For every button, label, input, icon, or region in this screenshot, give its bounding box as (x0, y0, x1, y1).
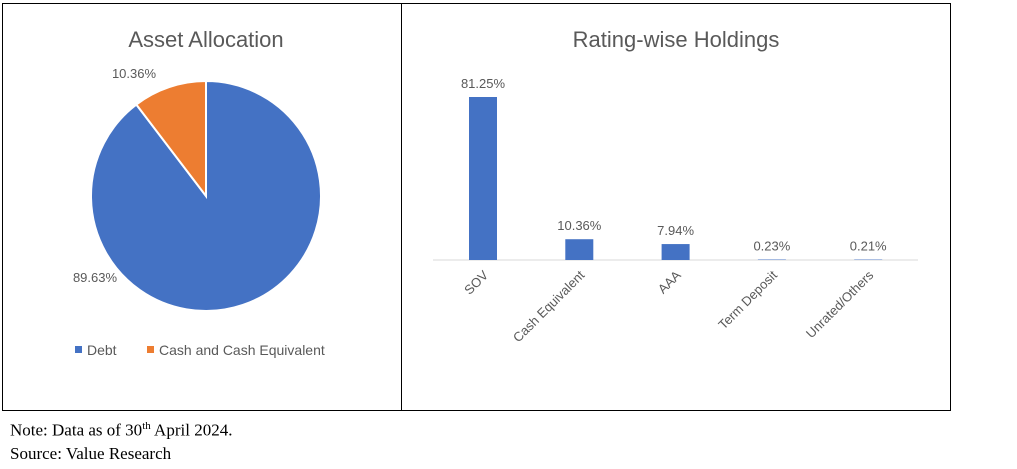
bar-cash-equivalent (565, 239, 594, 260)
bar-data-label: 0.23% (753, 239, 790, 254)
note-suffix: April 2024. (150, 420, 233, 440)
bar-aaa (661, 244, 690, 260)
x-tick-label: Cash Equivalent (510, 267, 588, 345)
legend-swatch (147, 346, 154, 353)
pie-legend: Debt Cash and Cash Equivalent (75, 342, 325, 358)
pie-title: Asset Allocation (128, 27, 283, 52)
x-tick-label: SOV (461, 267, 491, 297)
pie-slice-cash-and-cash-equivalent (134, 79, 207, 199)
legend-label: Debt (87, 342, 117, 358)
legend-label: Cash and Cash Equivalent (159, 342, 325, 358)
x-tick-label: AAA (655, 267, 684, 296)
source-text: Source: Value Research (10, 444, 172, 463)
legend-swatch (75, 346, 82, 353)
pie: 89.63% 10.36% (73, 66, 322, 312)
bar-data-label: 0.21% (850, 239, 887, 254)
note-prefix: Note: Data as of 30 (10, 420, 143, 440)
bar-data-label: 10.36% (557, 218, 602, 233)
bar-data-label: 81.25% (461, 76, 506, 91)
rating-holdings-panel (401, 3, 951, 411)
note-text: Note: Data as of 30th April 2024. (10, 420, 232, 441)
note-sup: th (142, 420, 151, 432)
x-tick-label: Unrated/Others (803, 267, 877, 341)
pie-data-label: 10.36% (112, 66, 157, 81)
bar-title: Rating-wise Holdings (573, 27, 780, 52)
pie-data-label: 89.63% (73, 270, 118, 285)
x-tick-label: Term Deposit (715, 267, 780, 332)
bar-data-label: 7.94% (657, 223, 694, 238)
bars: 81.25% SOV 10.36% Cash Equivalent 7.94% AAA 0.… (461, 76, 887, 345)
bar-sov (469, 97, 497, 260)
